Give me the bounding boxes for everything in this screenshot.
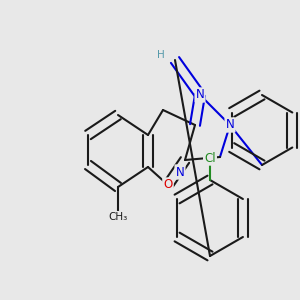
Text: N: N: [176, 166, 184, 178]
Text: O: O: [164, 178, 172, 191]
Text: N: N: [196, 88, 204, 101]
Text: Cl: Cl: [204, 152, 216, 164]
Text: H: H: [157, 50, 165, 60]
Text: CH₃: CH₃: [108, 212, 128, 222]
Text: N: N: [226, 118, 234, 131]
